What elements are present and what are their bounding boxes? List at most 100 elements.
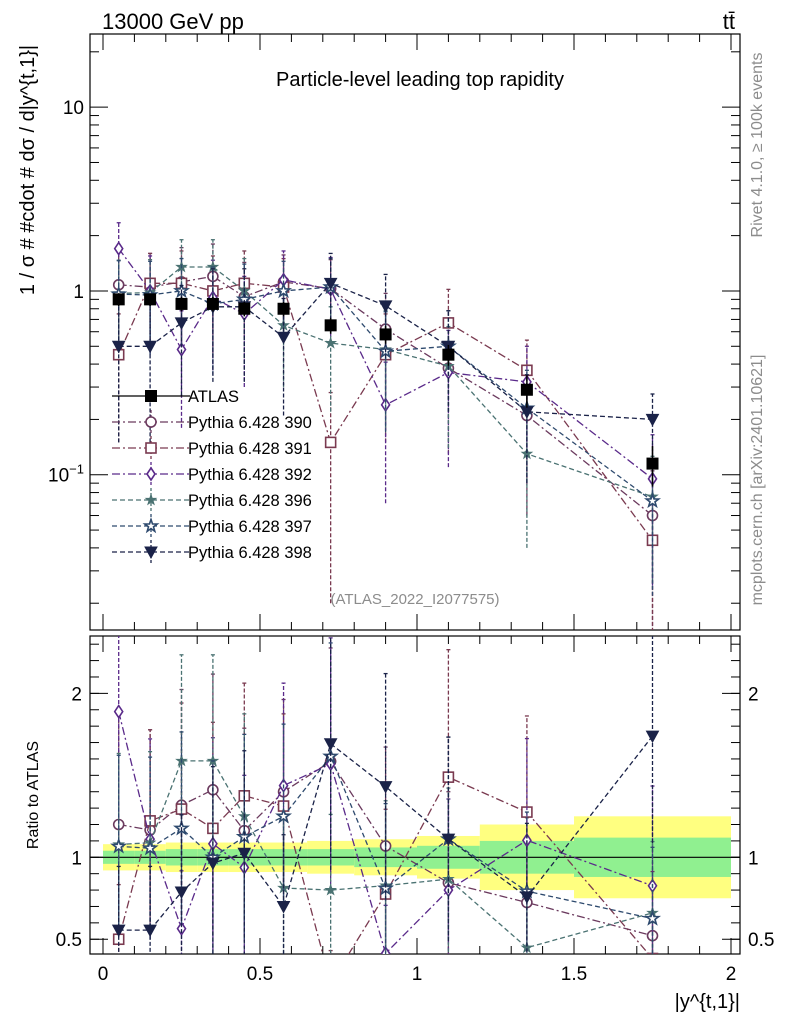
marker-star-open [141,839,159,856]
marker-square [646,952,659,954]
ratio-plot-frame [89,635,741,955]
y-tick-exponent: −1 [69,462,84,477]
marker-data [145,390,157,402]
marker-triangle-down [378,300,393,313]
ratio-tick-label-right: 0.5 [748,930,774,951]
marker-star [144,493,158,506]
marker-data [520,383,533,396]
marker-triangle-down [645,413,660,427]
legend-entry-2: Pythia 6.428 391 [112,436,312,460]
mcplots-source-label: mcplots.cern.ch [arXiv:2401.10621] [749,355,766,606]
marker-triangle-down [174,317,189,330]
ratio-axis-label: Ratio to ATLAS [25,741,42,849]
legend-entry-6: Pythia 6.428 398 [112,540,312,564]
analysis-tag: (ATLAS_2022_I2077575) [330,591,499,608]
ratio-series-line [118,760,653,949]
marker-star-open [643,909,662,926]
marker-triangle-down [144,546,158,560]
marker-star-open [643,492,662,509]
legend-entry-3: Pythia 6.428 392 [112,462,312,486]
marker-triangle-down [111,924,126,938]
ratio-tick-label: 1 [71,848,82,869]
y-tick-label: 10 [63,98,84,119]
ratio-tick-label-right: 2 [748,684,759,705]
x-tick-label: 0.5 [247,964,273,985]
marker-triangle-down [378,781,393,794]
legend: ATLAS Pythia 6.428 390 Pythia 6.428 391 Pyt… [112,388,312,564]
ratio-series-group [110,636,662,954]
marker-diamond [113,241,124,257]
marker-star-open [142,517,160,534]
marker-data [324,319,337,332]
y-tick-label: 10−1 [48,462,84,487]
legend-label: Pythia 6.428 397 [188,518,312,536]
marker-data [442,348,455,361]
legend-label: Pythia 6.428 390 [188,414,312,432]
marker-triangle-down [323,738,338,751]
legend-entry-0: ATLAS [112,388,239,406]
marker-data [379,328,392,341]
marker-triangle-down [206,857,220,871]
marker-square [324,436,337,449]
marker-triangle-down [441,833,456,847]
marker-data [144,293,157,306]
chart-title: Particle-level leading top rapidity [276,69,564,91]
legend-label: Pythia 6.428 392 [188,466,312,484]
marker-data [206,297,219,310]
x-tick-label: 2 [726,964,737,985]
marker-data [646,457,659,470]
x-tick-label: 1.5 [561,964,587,985]
marker-diamond [113,704,124,720]
data-series [112,293,659,487]
marker-star-open [110,837,128,854]
marker-star-open [275,281,293,299]
x-tick-label: 1 [412,964,423,985]
marker-triangle-down [520,891,534,904]
x-axis-label: |y^{t,1}| [675,991,740,1013]
process-label: tt̄ [723,9,735,34]
marker-diamond [521,832,532,848]
legend-label: ATLAS [188,388,239,406]
energy-label: 13000 GeV pp [102,9,244,34]
y-axis-label: 1 / σ # #cdot # dσ / d|y^{t,1}| [17,45,39,295]
marker-diamond [176,921,187,937]
y-tick-label: 1 [73,282,84,303]
marker-triangle-down [276,331,291,345]
marker-star [324,883,338,896]
marker-triangle-down [143,924,157,938]
ratio-tick-label: 0.5 [56,930,82,951]
ratio-series-line [118,735,654,931]
marker-star-open [275,807,293,824]
marker-diamond [146,466,156,482]
legend-label: Pythia 6.428 391 [188,440,312,458]
legend-label: Pythia 6.428 396 [188,492,312,510]
marker-triangle-down [645,730,660,744]
marker-star [324,336,338,349]
marker-triangle-down [323,277,338,291]
marker-triangle-down [143,340,157,354]
marker-triangle-down [111,340,126,354]
ratio-tick-label-right: 1 [748,848,759,869]
legend-entry-5: Pythia 6.428 397 [112,514,312,538]
legend-entry-4: Pythia 6.428 396 [112,488,312,512]
marker-data [112,293,125,306]
marker-data [277,302,290,315]
marker-square [145,442,157,454]
x-tick-label: 0 [98,964,109,985]
legend-label: Pythia 6.428 398 [188,544,312,562]
marker-data [175,297,188,310]
marker-triangle-down [276,900,291,914]
marker-triangle-down [174,886,189,900]
legend-entry-1: Pythia 6.428 390 [112,410,312,434]
main-series-group [110,222,662,630]
main-plot-frame [89,33,741,631]
ratio-series-line [118,711,653,954]
ratio-axis-ticks: 0.5 0.5 1 1 2 2 [56,643,774,951]
rivet-version-label: Rivet 4.1.0, ≥ 100k events [749,53,766,238]
marker-data [238,302,251,315]
ratio-tick-label: 2 [71,684,82,705]
ratio-series-6 [111,636,660,954]
main-axis-ticks: 10−1 1 10 0 0.5 1 1.5 2 [48,34,740,985]
marker-circle [145,416,157,428]
